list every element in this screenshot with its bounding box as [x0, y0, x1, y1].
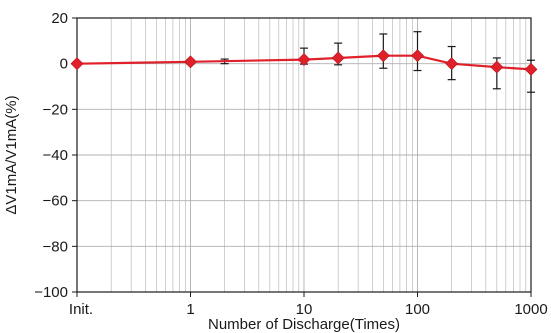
- y-tick-label: −80: [43, 238, 68, 255]
- x-tick-label: 10: [296, 301, 313, 318]
- x-axis-title: Number of Discharge(Times): [208, 316, 400, 333]
- y-tick-label: −60: [43, 193, 68, 210]
- y-axis-ticks: 20 0 −20 −40 −60 −80 −100: [34, 10, 77, 301]
- data-point: [70, 57, 84, 71]
- series-markers: [70, 49, 538, 76]
- data-point: [184, 55, 197, 69]
- y-tick-label: −40: [43, 147, 68, 164]
- y-tick-label: 20: [51, 10, 68, 27]
- data-point: [297, 53, 311, 66]
- x-axis-ticks: Init. 1 10 100 1000: [69, 292, 548, 318]
- data-point: [411, 49, 424, 63]
- data-point: [524, 62, 538, 76]
- data-point: [331, 51, 345, 65]
- x-tick-label: 100: [405, 301, 430, 318]
- x-tick-label: Init.: [69, 301, 93, 318]
- data-point: [490, 60, 504, 74]
- data-point: [445, 57, 459, 71]
- y-tick-label: 0: [60, 56, 68, 73]
- y-tick-label: −100: [34, 284, 68, 301]
- data-point: [376, 49, 390, 63]
- x-tick-label: 1: [186, 301, 194, 318]
- y-tick-label: −20: [43, 101, 68, 118]
- x-tick-label: 1000: [514, 301, 547, 318]
- y-axis-title: ΔV1mA/V1mA(%): [3, 95, 20, 214]
- grid: [77, 18, 531, 292]
